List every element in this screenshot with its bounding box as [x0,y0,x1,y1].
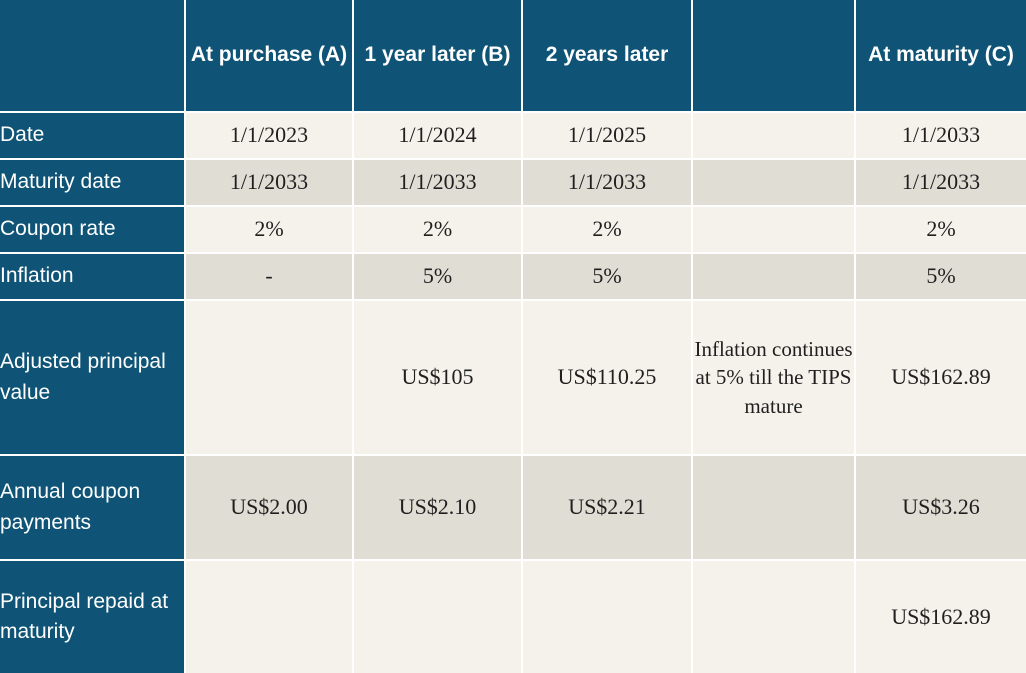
table-cell: US$105 [352,299,523,456]
table-cell: US$3.26 [854,454,1026,561]
table-cell [184,299,354,456]
table-cell: - [184,252,354,301]
row-label-inflation: Inflation [0,252,186,301]
row-label-maturity-date: Maturity date [0,158,186,207]
table-cell: 2% [352,205,523,254]
table-cell [691,158,856,207]
table-row-inflation: Inflation - 5% 5% 5% [0,252,1026,301]
table-cell: 1/1/2033 [352,158,523,207]
table-cell: US$2.10 [352,454,523,561]
table-row-coupon-rate: Coupon rate 2% 2% 2% 2% [0,205,1026,254]
table-cell: 2% [521,205,693,254]
row-label-annual-coupon-payments: Annual coupon payments [0,454,186,561]
row-label-adjusted-principal-value: Adjusted principal value [0,299,186,456]
table-cell: 5% [521,252,693,301]
header-cell-at-maturity: At maturity (C) [854,0,1026,113]
header-row: At purchase (A) 1 year later (B) 2 years… [0,0,1026,113]
table-cell-inflation-note: Inflation continues at 5% till the TIPS … [691,299,856,456]
table-row-maturity-date: Maturity date 1/1/2033 1/1/2033 1/1/2033… [0,158,1026,207]
table-cell: 5% [352,252,523,301]
table-cell: 1/1/2025 [521,111,693,160]
table-cell: 5% [854,252,1026,301]
table-cell: US$2.21 [521,454,693,561]
table-cell: 2% [854,205,1026,254]
table-row-annual-coupon-payments: Annual coupon payments US$2.00 US$2.10 U… [0,454,1026,561]
table-cell: 1/1/2033 [521,158,693,207]
row-label-date: Date [0,111,186,160]
table-cell: 1/1/2033 [184,158,354,207]
header-cell-at-purchase: At purchase (A) [184,0,354,113]
table-cell [691,454,856,561]
table-cell: US$110.25 [521,299,693,456]
table-cell [691,111,856,160]
table-cell: 1/1/2033 [854,111,1026,160]
table-cell: US$162.89 [854,559,1026,673]
table-row-principal-repaid-at-maturity: Principal repaid at maturity US$162.89 [0,559,1026,673]
table-cell [521,559,693,673]
table-cell: 2% [184,205,354,254]
table-cell [691,252,856,301]
table-row-adjusted-principal-value: Adjusted principal value US$105 US$110.2… [0,299,1026,456]
table-cell [352,559,523,673]
table-cell: US$2.00 [184,454,354,561]
row-label-principal-repaid-at-maturity: Principal repaid at maturity [0,559,186,673]
table-cell [691,559,856,673]
table-cell: 1/1/2033 [854,158,1026,207]
table-cell [184,559,354,673]
table-cell: 1/1/2024 [352,111,523,160]
table-row-date: Date 1/1/2023 1/1/2024 1/1/2025 1/1/2033 [0,111,1026,160]
table-cell: US$162.89 [854,299,1026,456]
table-cell [691,205,856,254]
header-cell-2-years-later: 2 years later [521,0,693,113]
row-label-coupon-rate: Coupon rate [0,205,186,254]
header-cell-1-year-later: 1 year later (B) [352,0,523,113]
header-cell-empty [0,0,186,113]
header-cell-note [691,0,856,113]
table-cell: 1/1/2023 [184,111,354,160]
